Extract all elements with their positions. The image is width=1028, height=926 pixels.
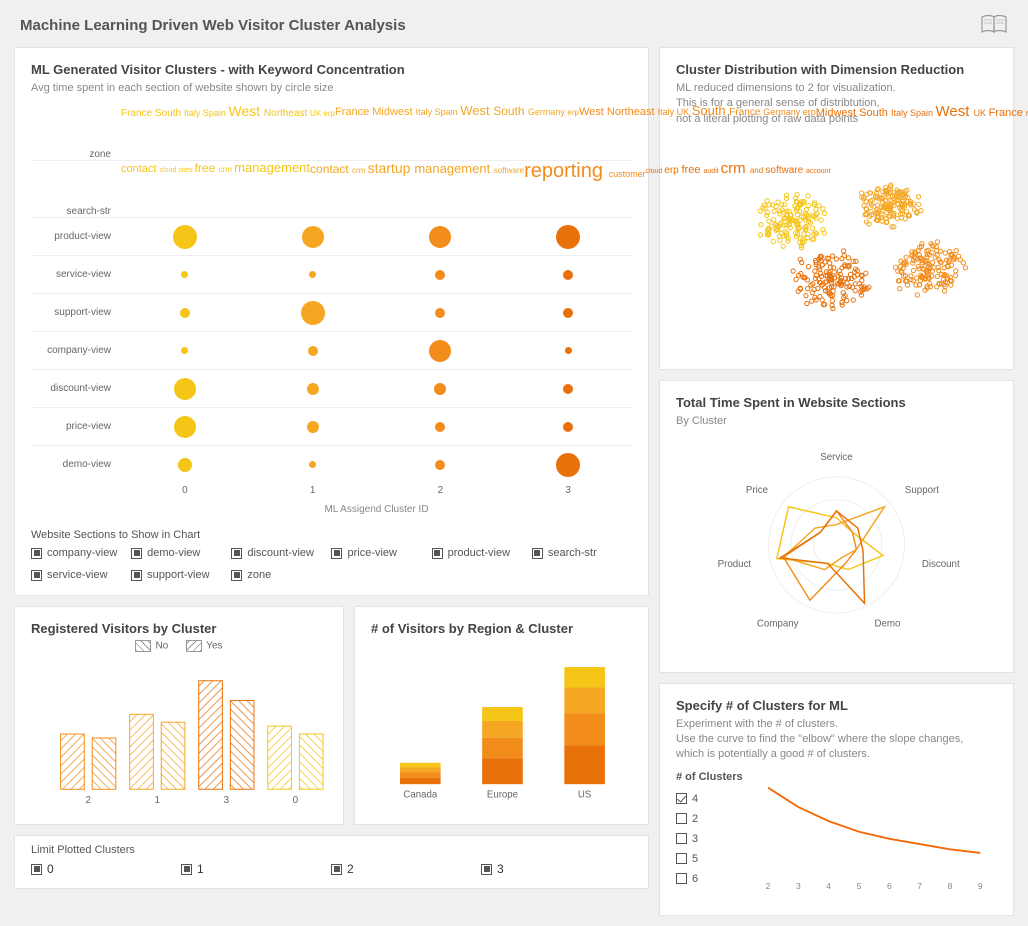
bubble-panel: ML Generated Visitor Clusters - with Key… — [14, 47, 649, 596]
bubble-filters: company-viewdemo-viewdiscount-viewprice-… — [31, 547, 632, 581]
svg-text:1: 1 — [155, 795, 160, 806]
bubble-marker[interactable] — [435, 308, 445, 318]
limit-checkbox[interactable]: 1 — [181, 862, 331, 876]
bubble-marker[interactable] — [173, 225, 197, 249]
bubble-marker[interactable] — [174, 378, 196, 400]
svg-text:5: 5 — [856, 881, 861, 891]
svg-text:US: US — [578, 790, 591, 801]
region-title: # of Visitors by Region & Cluster — [371, 621, 632, 636]
filter-checkbox[interactable]: search-str — [532, 547, 632, 559]
bubble-marker[interactable] — [434, 383, 446, 395]
svg-text:2: 2 — [85, 795, 90, 806]
svg-text:0: 0 — [293, 795, 299, 806]
limit-checkbox[interactable]: 0 — [31, 862, 181, 876]
filter-checkbox[interactable]: support-view — [131, 569, 231, 581]
bubble-title: ML Generated Visitor Clusters - with Key… — [31, 62, 632, 77]
bubble-marker[interactable] — [180, 308, 190, 318]
svg-text:8: 8 — [947, 881, 952, 891]
bubble-marker[interactable] — [435, 422, 445, 432]
bubble-marker[interactable] — [309, 461, 316, 468]
bubble-marker[interactable] — [563, 384, 573, 394]
bubble-marker[interactable] — [556, 453, 580, 477]
registered-legend: NoYes — [31, 640, 327, 652]
limit-checkbox[interactable]: 3 — [481, 862, 631, 876]
bubble-marker[interactable] — [565, 347, 572, 354]
cluster-count-option[interactable]: 3 — [676, 833, 743, 845]
filter-checkbox[interactable]: discount-view — [231, 547, 331, 559]
radar-panel: Total Time Spent in Website Sections By … — [659, 380, 1014, 672]
page-title: Machine Learning Driven Web Visitor Clus… — [20, 17, 406, 34]
elbow-options: # of Clusters42356 — [676, 771, 743, 901]
svg-text:7: 7 — [917, 881, 922, 891]
bubble-marker[interactable] — [435, 460, 445, 470]
bubble-chart: zoneFrance South Italy Spain West Northe… — [31, 104, 632, 515]
limit-checkbox[interactable]: 2 — [331, 862, 481, 876]
bubble-filter-title: Website Sections to Show in Chart — [31, 529, 632, 541]
bubble-marker[interactable] — [307, 421, 319, 433]
limit-panel: Limit Plotted Clusters 0123 — [14, 835, 649, 889]
bubble-marker[interactable] — [307, 383, 319, 395]
bubble-marker[interactable] — [174, 416, 196, 438]
cluster-count-option[interactable]: 6 — [676, 873, 743, 885]
filter-checkbox[interactable]: service-view — [31, 569, 131, 581]
cluster-count-option[interactable]: 2 — [676, 813, 743, 825]
svg-text:Support: Support — [905, 485, 939, 496]
bubble-marker[interactable] — [302, 226, 324, 248]
svg-text:9: 9 — [978, 881, 983, 891]
registered-title: Registered Visitors by Cluster — [31, 621, 327, 636]
svg-text:Price: Price — [746, 485, 768, 496]
svg-text:Europe: Europe — [487, 790, 518, 801]
bubble-marker[interactable] — [429, 340, 451, 362]
cluster-count-option[interactable]: 4 — [676, 793, 743, 805]
filter-checkbox[interactable]: demo-view — [131, 547, 231, 559]
filter-checkbox[interactable]: price-view — [331, 547, 431, 559]
bubble-marker[interactable] — [308, 346, 318, 356]
open-book-icon[interactable] — [980, 14, 1008, 37]
bubble-marker[interactable] — [435, 270, 445, 280]
bubble-marker[interactable] — [301, 301, 325, 325]
svg-text:Company: Company — [757, 618, 799, 629]
svg-text:4: 4 — [826, 881, 831, 891]
bubble-marker[interactable] — [563, 308, 573, 318]
region-panel: # of Visitors by Region & Cluster Canada… — [354, 606, 649, 825]
registered-panel: Registered Visitors by Cluster NoYes 2 1 3… — [14, 606, 344, 825]
elbow-panel: Specify # of Clusters for ML Experiment … — [659, 683, 1014, 916]
bubble-marker[interactable] — [556, 225, 580, 249]
bubble-marker[interactable] — [563, 270, 573, 280]
svg-text:Demo: Demo — [874, 618, 900, 629]
filter-checkbox[interactable]: zone — [231, 569, 331, 581]
bubble-marker[interactable] — [563, 422, 573, 432]
bubble-subtitle: Avg time spent in each section of websit… — [31, 81, 632, 96]
radar-subtitle: By Cluster — [676, 414, 997, 429]
radar-title: Total Time Spent in Website Sections — [676, 395, 997, 410]
limit-options: 0123 — [31, 862, 632, 876]
svg-text:Service: Service — [820, 452, 852, 463]
bubble-marker[interactable] — [309, 271, 316, 278]
bubble-marker[interactable] — [181, 271, 188, 278]
svg-text:3: 3 — [224, 795, 230, 806]
bubble-marker[interactable] — [429, 226, 451, 248]
elbow-subtitle: Experiment with the # of clusters.Use th… — [676, 717, 997, 763]
svg-text:3: 3 — [796, 881, 801, 891]
bubble-marker[interactable] — [181, 347, 188, 354]
bubble-marker[interactable] — [178, 458, 192, 472]
scatter-panel: Cluster Distribution with Dimension Redu… — [659, 47, 1014, 370]
limit-title: Limit Plotted Clusters — [31, 844, 632, 856]
scatter-title: Cluster Distribution with Dimension Redu… — [676, 62, 997, 77]
filter-checkbox[interactable]: product-view — [432, 547, 532, 559]
svg-text:2: 2 — [765, 881, 770, 891]
filter-checkbox[interactable]: company-view — [31, 547, 131, 559]
svg-text:Canada: Canada — [403, 790, 437, 801]
svg-text:Discount: Discount — [922, 559, 960, 570]
svg-text:6: 6 — [887, 881, 892, 891]
cluster-count-option[interactable]: 5 — [676, 853, 743, 865]
svg-text:Product: Product — [718, 559, 752, 570]
elbow-title: Specify # of Clusters for ML — [676, 698, 997, 713]
